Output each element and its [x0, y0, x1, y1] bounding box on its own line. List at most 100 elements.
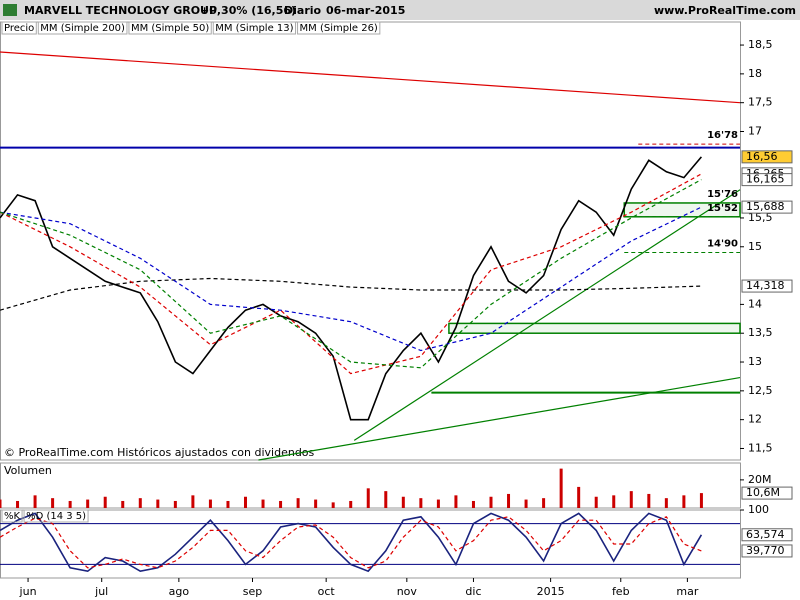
volume-bar: [489, 496, 493, 508]
y-tick-label: 15: [748, 240, 762, 253]
volume-bar: [699, 493, 703, 508]
trend-line: [353, 189, 741, 441]
volume-bar: [226, 500, 230, 508]
volume-bar: [612, 495, 616, 508]
volume-bar: [296, 498, 300, 508]
value-flag: [741, 173, 793, 187]
value-flag-label: 39,770: [746, 544, 785, 557]
y-tick-label: 18,5: [748, 38, 773, 51]
x-tick-label: 2015: [537, 585, 565, 598]
volume-bar: [0, 499, 2, 508]
legend-entry: MM (Simple 200): [40, 23, 125, 34]
value-flag: [741, 486, 793, 500]
volume-bar: [68, 500, 72, 508]
panel-frame: [0, 21, 741, 461]
volume-bar: [542, 498, 546, 508]
series-line: [0, 516, 702, 569]
header-icon[interactable]: [3, 4, 17, 16]
volume-bar: [454, 495, 458, 508]
x-tick-label: dic: [465, 585, 481, 598]
series-line: [0, 277, 702, 311]
zone: [448, 322, 741, 334]
legend-entry: MM (Simple 26): [300, 23, 378, 34]
x-tick-label: jul: [94, 585, 108, 598]
value-flag-label: 10,6M: [746, 486, 780, 499]
volume-bar: [647, 493, 651, 508]
y-tick-label: 12: [748, 413, 762, 426]
volume-bar: [507, 493, 511, 508]
period: Diario: [284, 4, 322, 17]
volume-bar: [577, 486, 581, 508]
volume-bar: [51, 498, 55, 508]
x-tick-label: oct: [318, 585, 336, 598]
volume-bar: [208, 499, 212, 508]
volume-bar: [173, 500, 177, 508]
volume-bar: [33, 495, 37, 508]
volume-bar: [261, 499, 265, 508]
level-label: 15'52: [707, 203, 738, 214]
value-flag-label: 15,688: [746, 200, 785, 213]
series-line: [0, 156, 703, 421]
trend-line: [0, 51, 741, 104]
site: www.ProRealTime.com: [654, 4, 796, 17]
value-flag-label: 16,56: [746, 150, 778, 163]
volume-bar: [419, 498, 423, 508]
volume-bar: [16, 500, 20, 508]
legend-box: [297, 21, 381, 35]
y-tick-label: 15,5: [748, 211, 773, 224]
value-flag: [741, 150, 793, 164]
level-label: 14'90: [707, 239, 738, 250]
volume-bar: [138, 498, 142, 508]
header-bar: [0, 0, 800, 20]
volume-bar: [384, 491, 388, 508]
instrument-title: MARVELL TECHNOLOGY GROUP: [24, 4, 217, 17]
volume-bar: [86, 499, 90, 508]
value-flag-label: 16,165: [746, 173, 785, 186]
legend-entry: MM (Simple 13): [215, 23, 293, 34]
volume-bar: [349, 500, 353, 508]
legend-box: [1, 21, 37, 35]
x-tick-label: nov: [397, 585, 418, 598]
price-change: +0,30% (16,56): [200, 4, 296, 17]
series-line: [0, 179, 702, 369]
volume-bar: [559, 468, 563, 508]
legend-entry: %K: [4, 511, 21, 522]
x-tick-label: sep: [243, 585, 262, 598]
y-tick-label: 100: [748, 503, 769, 516]
x-tick-label: feb: [612, 585, 630, 598]
volume-bar: [366, 488, 370, 508]
volume-bar: [243, 496, 247, 508]
value-flag: [741, 279, 793, 293]
y-tick-label: 13,5: [748, 326, 773, 339]
legend-entry: %D (14 3 5): [26, 511, 86, 522]
x-tick-label: mar: [676, 585, 698, 598]
volume-bar: [664, 498, 668, 508]
y-tick-label: 18: [748, 67, 762, 80]
value-flag-label: 14,318: [746, 279, 785, 292]
x-tick-label: jun: [19, 585, 37, 598]
series-line: [0, 173, 702, 375]
y-tick-label: 20M: [748, 473, 772, 486]
x-tick-label: ago: [169, 585, 190, 598]
series-line: [0, 512, 703, 573]
level-label: 16'78: [707, 130, 738, 141]
legend-entry: Precio: [4, 23, 34, 34]
panel-title: Volumen: [4, 464, 52, 477]
volume-bar: [682, 495, 686, 508]
volume-bar: [191, 495, 195, 508]
level-label: 15'76: [707, 189, 738, 200]
volume-bar: [279, 500, 283, 508]
volume-bar: [401, 496, 405, 508]
volume-bar: [629, 491, 633, 508]
legend-box: [23, 509, 89, 523]
legend-box: [212, 21, 297, 35]
value-flag: [741, 544, 793, 558]
volume-bar: [103, 496, 107, 508]
value-flag: [741, 528, 793, 542]
value-flag: [741, 200, 793, 214]
y-tick-label: 11,5: [748, 441, 773, 454]
value-flag-label: 63,574: [746, 528, 785, 541]
y-tick-label: 12,5: [748, 384, 773, 397]
volume-bar: [524, 499, 528, 508]
